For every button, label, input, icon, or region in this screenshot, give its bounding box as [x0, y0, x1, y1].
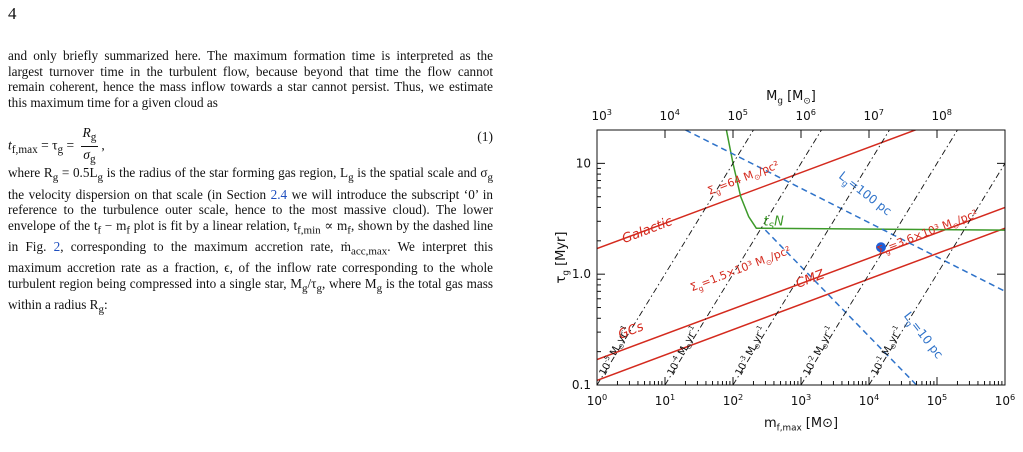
- label-galactic: Galactic: [620, 214, 675, 247]
- eq-numerator-sub: g: [90, 132, 97, 145]
- x-tick-label: 102​: [723, 392, 744, 408]
- top-x-tick-label: 105​: [728, 107, 749, 123]
- eq-denominator-sub: g: [89, 153, 96, 166]
- label-sigma-15: Σg​=1.5×10³ M⊙​/pc²: [688, 244, 793, 296]
- equation-number: (1): [477, 129, 493, 145]
- label-lg-100: Lg​=100 pc: [835, 169, 895, 221]
- top-x-axis-label: Mg​ [M⊙​]: [766, 89, 816, 107]
- eq-equals: =: [63, 137, 78, 153]
- label-tsn: tS​N: [763, 214, 784, 232]
- chart-svg: 100​ 101​ 102​ 103​ 104​ 105​ 106​ 103​ 104​ 105​…: [554, 89, 1016, 434]
- series-line-1: [597, 206, 1005, 361]
- eq-fraction: Rg σg: [80, 125, 99, 167]
- top-x-tick-label: 104​: [660, 107, 681, 123]
- equation-body: tf,max = τg = Rg σg,: [8, 125, 105, 167]
- x-tick-label: 104​: [859, 392, 880, 408]
- text-column: and only briefly summarized here. The ma…: [8, 48, 493, 318]
- figure-2: 100​ 101​ 102​ 103​ 104​ 105​ 106​ 103​ 104​ 105​…: [540, 58, 1020, 447]
- label-mdot-0: 10-5​ M⊙​yr-1​: [596, 324, 635, 379]
- label-mdot-1: 10-4​ M⊙​yr-1​: [664, 324, 703, 379]
- x-tick-label: 106​: [995, 392, 1016, 408]
- equation-1: tf,max = τg = Rg σg, (1): [8, 117, 493, 165]
- figure-link[interactable]: 2: [53, 239, 61, 255]
- series-line-0: [597, 130, 918, 250]
- y-axis-label: τg​ [Myr]: [554, 232, 572, 284]
- series-line-5: [764, 229, 918, 385]
- paragraph-2: where Rg = 0.5Lg is the radius of the st…: [8, 165, 494, 316]
- label-mdot-3: 10-2​ M⊙​yr-1​: [800, 324, 839, 379]
- y-tick-label: 10: [576, 156, 591, 170]
- series-line-3: [725, 130, 1005, 231]
- top-x-tick-label: 106​: [796, 107, 817, 123]
- x-tick-label: 100​: [587, 392, 608, 408]
- label-mdot-2: 10-3​ M⊙​yr-1​: [732, 324, 771, 379]
- plot-frame: [596, 129, 1006, 386]
- x-tick-label: 105​: [927, 392, 948, 408]
- x-axis-label: mf,max​ [M⊙]: [764, 416, 838, 434]
- section-link[interactable]: 2.4: [270, 186, 288, 202]
- label-mdot-4: 10-1​ M⊙​yr-1​: [868, 324, 907, 379]
- data-point: [875, 242, 886, 253]
- eq-equals-tau: = τ: [37, 137, 58, 153]
- top-x-tick-label: 108​: [932, 107, 953, 123]
- x-tick-label: 101​: [655, 392, 676, 408]
- y-tick-label: 1.0: [572, 267, 591, 281]
- eq-comma: ,: [101, 137, 105, 153]
- paragraph-1: and only briefly summarized here. The ma…: [8, 48, 493, 110]
- x-tick-label: 103​: [791, 392, 812, 408]
- eq-t: t: [8, 137, 12, 153]
- eq-tau-sub: g: [57, 144, 64, 157]
- eq-numerator: R: [82, 125, 91, 141]
- label-lg-10: Lg​=10 pc: [899, 309, 946, 363]
- eq-denominator: σ: [83, 147, 90, 163]
- page-number: 4: [8, 4, 17, 23]
- y-tick-label: 0.1: [572, 378, 591, 392]
- series-line-2: [597, 227, 1005, 382]
- plot-area: [597, 130, 1005, 385]
- eq-t-sub: f,max: [11, 144, 38, 157]
- top-x-tick-label: 107​: [864, 107, 885, 123]
- top-x-tick-label: 103​: [592, 107, 613, 123]
